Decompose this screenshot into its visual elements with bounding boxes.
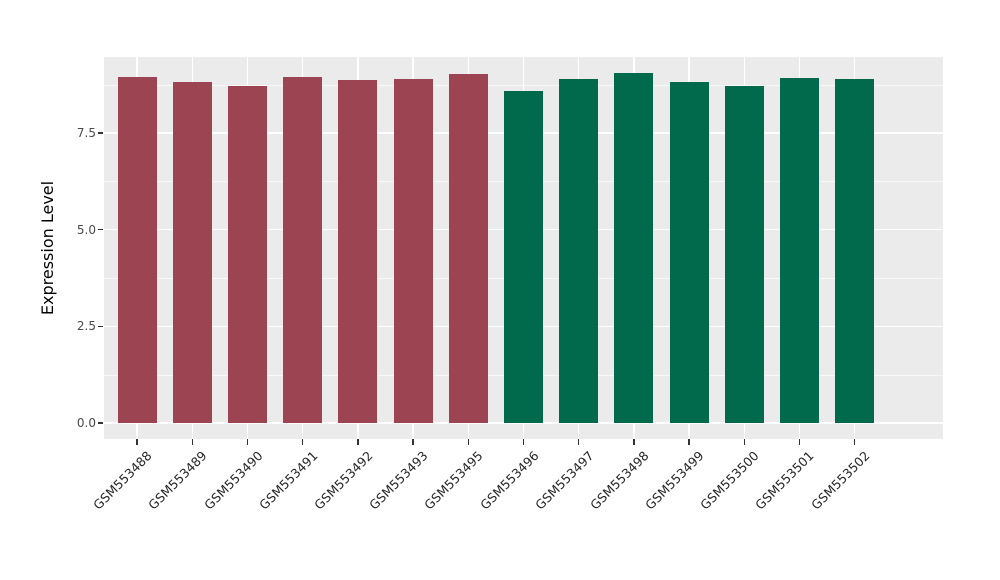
y-tick-label: 5.0 — [76, 222, 96, 237]
x-tick-mark — [633, 439, 635, 445]
x-tick-mark — [688, 439, 690, 445]
x-tick-mark — [191, 439, 194, 445]
x-tick-mark — [522, 439, 525, 445]
bar — [338, 79, 378, 423]
y-tick-mark — [98, 325, 103, 328]
bar — [669, 81, 709, 423]
y-tick-label: 7.5 — [76, 125, 96, 140]
bar — [172, 81, 212, 423]
bar — [559, 78, 599, 423]
x-tick-mark — [853, 439, 856, 445]
y-tick-mark — [98, 228, 103, 231]
bar — [117, 76, 157, 423]
x-tick-mark — [743, 439, 746, 445]
y-tick-label: 2.5 — [76, 319, 96, 334]
bar — [724, 85, 764, 423]
x-tick-mark — [467, 439, 470, 445]
bar — [228, 85, 267, 423]
y-tick-mark — [98, 132, 103, 134]
x-tick-mark — [246, 439, 249, 445]
y-tick-mark — [98, 422, 103, 424]
x-tick-mark — [798, 439, 801, 445]
x-tick-mark — [136, 439, 138, 445]
y-tick-label: 0.0 — [76, 416, 96, 430]
bar — [504, 90, 543, 423]
x-tick-mark — [301, 439, 304, 445]
bar — [779, 78, 819, 423]
x-tick-mark — [412, 439, 414, 445]
x-tick-mark — [357, 439, 359, 445]
x-tick-mark — [577, 439, 580, 445]
bar — [835, 78, 875, 423]
bar — [614, 73, 654, 423]
bar — [283, 76, 323, 423]
bar — [448, 73, 488, 423]
bar — [393, 78, 433, 423]
plot-panel — [104, 57, 943, 439]
